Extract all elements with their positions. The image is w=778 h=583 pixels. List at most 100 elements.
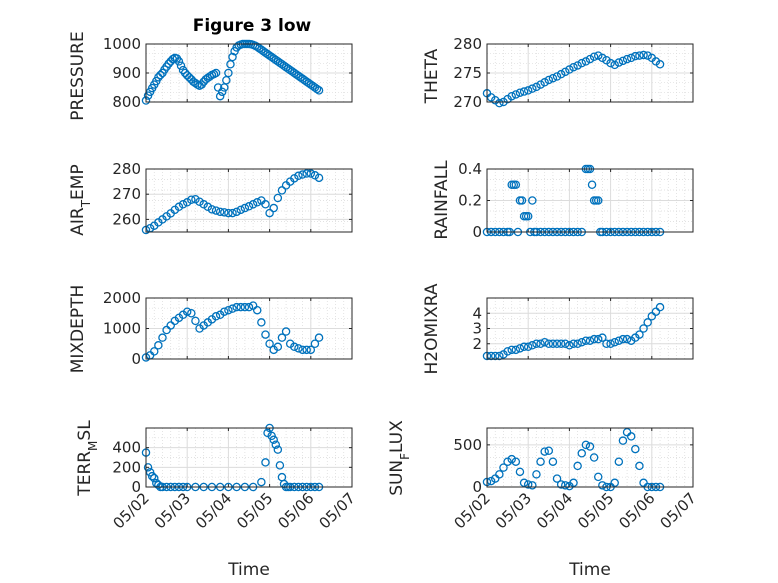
y-tick-label: 270 xyxy=(453,93,482,111)
y-tick-label: 280 xyxy=(112,160,141,178)
data-point xyxy=(195,197,204,207)
y-axis-label: MIXDEPTH xyxy=(68,285,88,374)
data-point xyxy=(515,344,525,353)
data-point xyxy=(147,471,157,481)
data-point xyxy=(220,208,229,217)
data-point xyxy=(581,57,591,66)
x-tick-label: 05/06 xyxy=(615,489,658,532)
data-point xyxy=(257,318,266,327)
data-point xyxy=(536,339,545,348)
y-label-sub: T xyxy=(79,199,93,208)
data-point xyxy=(593,334,603,344)
data-point xyxy=(589,453,599,462)
y-label-sub: M xyxy=(86,441,100,451)
data-point xyxy=(519,478,529,488)
data-point xyxy=(271,440,281,449)
data-point xyxy=(618,436,628,445)
data-point xyxy=(261,458,270,467)
data-point xyxy=(606,339,615,348)
data-point xyxy=(310,171,320,180)
x-tick-label: 05/03 xyxy=(151,489,194,532)
data-point xyxy=(495,98,504,108)
y-tick-label: 1000 xyxy=(103,320,141,338)
data-point xyxy=(306,345,316,355)
y-tick-label: 0 xyxy=(131,350,141,368)
data-point xyxy=(176,61,186,71)
y-tick-label: 800 xyxy=(112,93,141,111)
data-point xyxy=(191,194,200,204)
panel-theta: 270 275 280 THETA xyxy=(422,35,694,111)
data-point xyxy=(203,202,213,212)
data-point xyxy=(306,169,316,178)
data-point xyxy=(565,65,574,74)
data-point xyxy=(215,91,225,101)
axes-box xyxy=(145,297,353,360)
data-point xyxy=(655,60,665,69)
data-point xyxy=(228,304,237,313)
data-point xyxy=(548,73,558,83)
panel-rainfall: 0 0.2 0.4 RAINFALL xyxy=(432,160,694,241)
x-tick-label: 05/07 xyxy=(657,489,700,532)
data-point xyxy=(191,316,200,326)
x-tick-label: 05/06 xyxy=(274,489,317,532)
data-point xyxy=(495,351,504,361)
y-axis-label: TERRMSL xyxy=(75,420,100,497)
data-point xyxy=(626,53,636,63)
data-point xyxy=(618,334,628,344)
data-point xyxy=(589,52,599,62)
data-point xyxy=(507,454,516,464)
data-point xyxy=(199,200,208,209)
data-point xyxy=(269,203,278,213)
y-tick-label: 200 xyxy=(112,458,141,476)
data-point xyxy=(631,444,640,454)
data-point xyxy=(561,481,570,490)
y-tick-label: 500 xyxy=(453,436,482,454)
axes-box xyxy=(486,43,694,103)
data-point xyxy=(294,344,303,353)
data-point xyxy=(517,196,527,205)
y-label-main: AIR xyxy=(68,207,88,236)
data-point xyxy=(211,206,221,215)
data-point xyxy=(548,457,558,466)
data-point xyxy=(573,61,582,70)
data-point xyxy=(544,446,554,456)
data-point xyxy=(639,50,648,60)
data-point xyxy=(544,339,554,348)
y-axis-label: THETA xyxy=(422,48,442,104)
data-point xyxy=(610,478,619,488)
data-point xyxy=(552,474,562,483)
data-point xyxy=(236,302,246,312)
axes-box xyxy=(145,43,353,103)
data-point xyxy=(275,461,285,470)
data-point xyxy=(540,78,549,87)
data-point xyxy=(314,86,324,95)
data-point xyxy=(614,457,624,466)
data-point xyxy=(503,457,512,466)
y-label-rest: SL xyxy=(75,420,95,441)
data-point xyxy=(544,75,554,85)
data-point xyxy=(593,51,603,60)
data-point xyxy=(528,84,537,93)
data-point xyxy=(486,351,496,361)
data-point xyxy=(585,336,595,345)
data-point xyxy=(281,327,291,336)
data-point xyxy=(187,195,196,204)
data-point xyxy=(598,333,607,342)
data-point xyxy=(228,208,237,218)
data-point xyxy=(631,51,640,61)
y-tick-label: 3 xyxy=(472,320,482,338)
data-point xyxy=(499,463,508,472)
data-point xyxy=(610,60,619,70)
data-point xyxy=(598,53,607,63)
y-axis-label: PRESSURE xyxy=(68,31,88,120)
y-tick-label: 0 xyxy=(131,478,141,496)
data-point xyxy=(244,202,254,211)
data-point xyxy=(182,198,192,207)
data-point xyxy=(635,461,644,471)
data-point xyxy=(639,324,648,333)
data-point xyxy=(310,339,320,348)
data-point xyxy=(536,80,545,89)
data-point xyxy=(187,308,196,318)
